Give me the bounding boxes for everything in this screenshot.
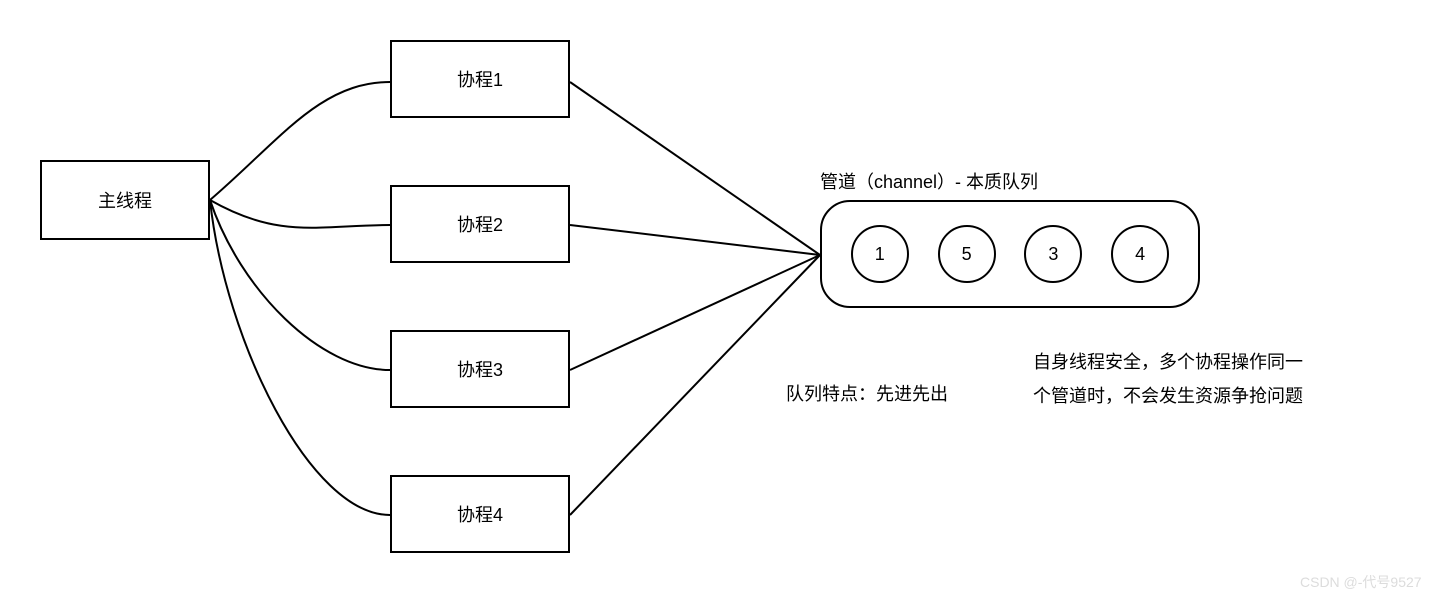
channel-title: 管道（channel）- 本质队列 <box>820 168 1038 194</box>
edge <box>210 200 390 515</box>
node-label: 协程2 <box>457 211 503 237</box>
node-label: 主线程 <box>98 187 152 213</box>
edge <box>570 255 820 515</box>
channel-item: 5 <box>938 225 996 283</box>
node-main-thread: 主线程 <box>40 160 210 240</box>
node-coroutine-2: 协程2 <box>390 185 570 263</box>
node-label: 协程4 <box>457 501 503 527</box>
node-label: 协程1 <box>457 66 503 92</box>
node-coroutine-4: 协程4 <box>390 475 570 553</box>
annotation-thread-safety: 自身线程安全，多个协程操作同一个管道时，不会发生资源争抢问题 <box>1033 345 1313 413</box>
edge <box>210 82 390 200</box>
node-coroutine-1: 协程1 <box>390 40 570 118</box>
channel-item: 4 <box>1111 225 1169 283</box>
edge <box>210 200 390 228</box>
node-label: 协程3 <box>457 356 503 382</box>
annotation-queue-feature: 队列特点：先进先出 <box>786 380 948 406</box>
channel-container: 1 5 3 4 <box>820 200 1200 308</box>
edge <box>210 200 390 370</box>
channel-item: 1 <box>851 225 909 283</box>
edge <box>570 225 820 255</box>
watermark: CSDN @-代号9527 <box>1300 572 1422 592</box>
node-coroutine-3: 协程3 <box>390 330 570 408</box>
edge <box>570 255 820 370</box>
channel-item: 3 <box>1024 225 1082 283</box>
edge <box>570 82 820 255</box>
edges-layer <box>0 0 1455 595</box>
